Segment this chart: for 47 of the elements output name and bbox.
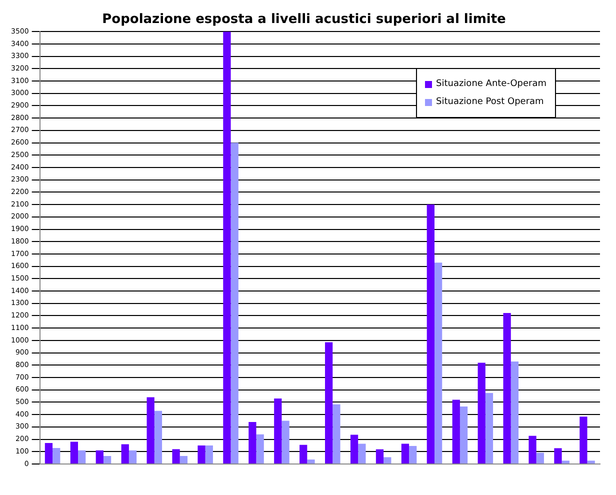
bar: [426, 204, 434, 464]
bar: [44, 443, 53, 464]
bar: [121, 444, 129, 464]
bar: [528, 436, 536, 464]
bar: [70, 442, 78, 464]
bar: [452, 400, 460, 464]
bar: [554, 448, 562, 464]
bar: [180, 456, 188, 464]
chart-title: Popolazione esposta a livelli acustici superiori al limite: [102, 12, 506, 28]
bar: [503, 313, 511, 464]
bar: [154, 410, 162, 464]
bar: [384, 457, 392, 464]
bar: [223, 32, 231, 464]
bar: [230, 142, 238, 464]
bar: [274, 398, 282, 464]
bar: [485, 392, 494, 464]
bar: [300, 444, 308, 464]
bar: [478, 362, 486, 464]
bar: [562, 460, 570, 464]
bar: [358, 444, 366, 464]
bar: [52, 448, 60, 464]
bar: [434, 262, 442, 464]
bar: [376, 449, 384, 464]
bar: [248, 422, 256, 464]
bar: [332, 404, 340, 464]
bar: [146, 397, 154, 464]
bar: [580, 416, 588, 464]
bar: [325, 342, 333, 464]
bar: [78, 450, 86, 464]
bar: [536, 452, 544, 464]
legend-label: Situazione Ante-Operam: [436, 78, 547, 91]
bar: [172, 449, 180, 464]
bar: [307, 460, 315, 464]
bar: [460, 406, 468, 464]
bar: [510, 361, 519, 464]
bar: [350, 434, 358, 464]
bar: [198, 445, 206, 464]
bar: [409, 446, 417, 464]
bar: [96, 450, 104, 464]
bar: [128, 450, 137, 464]
bar: [205, 445, 213, 464]
legend-label: Situazione Post Operam: [436, 96, 544, 109]
bar: [282, 420, 290, 464]
bar: [401, 444, 410, 464]
bar: [587, 460, 595, 464]
bar: [256, 434, 264, 464]
bar: [103, 456, 112, 464]
